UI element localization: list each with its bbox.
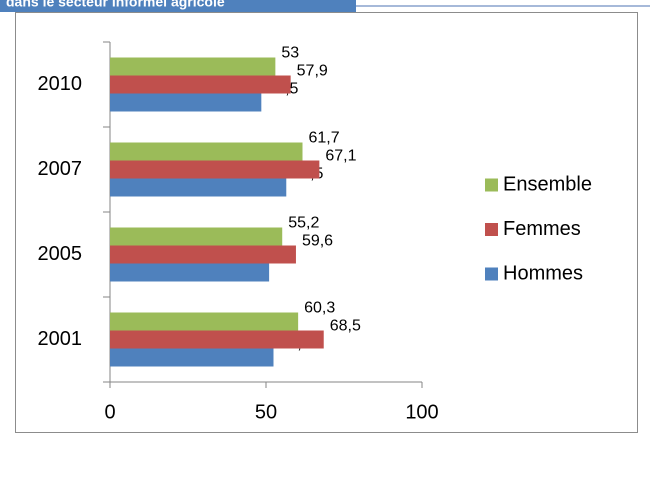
y-tick-label: 2010 bbox=[38, 73, 83, 95]
bar bbox=[110, 93, 262, 112]
legend-label: Femmes bbox=[503, 218, 581, 240]
legend-label: Hommes bbox=[503, 262, 583, 284]
y-tick-label: 2001 bbox=[38, 328, 83, 350]
chart-frame bbox=[15, 12, 638, 433]
value-label: 68,5 bbox=[330, 318, 361, 335]
bar bbox=[110, 348, 274, 367]
value-label: 57,9 bbox=[297, 63, 328, 80]
x-tick-label: 0 bbox=[104, 401, 115, 423]
header-title: dans le secteur informel agricole bbox=[6, 0, 225, 10]
x-tick-label: 50 bbox=[255, 401, 277, 423]
bar bbox=[110, 160, 320, 179]
bar bbox=[110, 75, 291, 94]
legend-label: Ensemble bbox=[503, 173, 592, 195]
bar bbox=[110, 263, 270, 282]
x-tick-label: 100 bbox=[405, 401, 438, 423]
value-label: 67,1 bbox=[325, 148, 356, 165]
y-tick-label: 2007 bbox=[38, 158, 83, 180]
value-label: 61,7 bbox=[309, 130, 340, 147]
header-bar bbox=[0, 0, 356, 12]
value-label: 60,3 bbox=[304, 300, 335, 317]
bar bbox=[110, 178, 287, 197]
bar bbox=[110, 57, 276, 76]
legend-swatch bbox=[485, 267, 498, 281]
bar bbox=[110, 330, 324, 349]
bar bbox=[110, 227, 283, 246]
y-tick-label: 2005 bbox=[38, 243, 83, 265]
bar bbox=[110, 142, 303, 161]
value-label: 55,2 bbox=[288, 215, 319, 232]
value-label: 59,6 bbox=[302, 233, 333, 250]
legend-swatch bbox=[485, 178, 498, 192]
bar bbox=[110, 312, 299, 331]
bar bbox=[110, 245, 296, 264]
legend-swatch bbox=[485, 223, 498, 236]
value-label: 53 bbox=[281, 45, 299, 62]
